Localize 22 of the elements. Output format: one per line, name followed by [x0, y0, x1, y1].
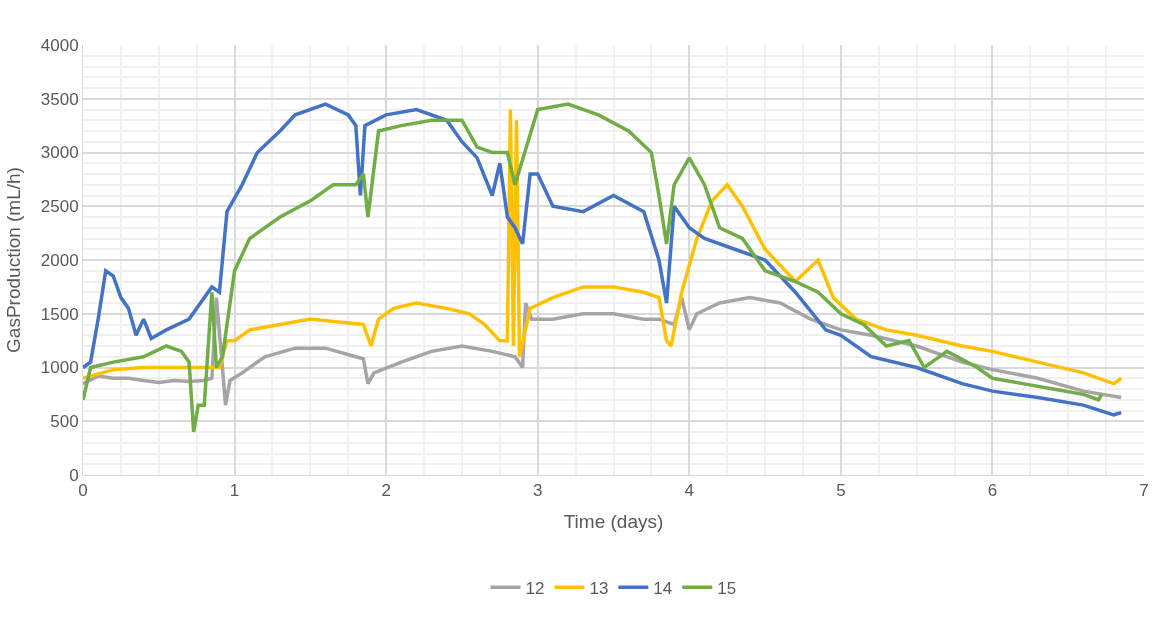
legend-label: 14 — [653, 578, 673, 598]
y-axis-title: GasProduction (mL/h) — [2, 167, 24, 353]
legend-label: 13 — [589, 578, 609, 598]
y-tick-label: 2500 — [40, 197, 79, 217]
x-tick-label: 3 — [532, 481, 543, 501]
y-tick-label: 4000 — [40, 35, 79, 55]
y-tick-label: 0 — [69, 465, 79, 485]
y-tick-label: 3500 — [40, 89, 79, 109]
x-tick-label: 5 — [836, 481, 846, 501]
x-tick-label: 2 — [381, 481, 391, 501]
legend-label: 12 — [525, 578, 545, 598]
x-tick-label: 6 — [987, 481, 998, 501]
x-tick-label: 1 — [229, 481, 240, 501]
y-tick-label: 1500 — [40, 304, 79, 324]
y-tick-label: 2000 — [40, 250, 79, 270]
x-tick-label: 4 — [684, 481, 695, 501]
legend-label: 15 — [717, 578, 737, 598]
y-tick-label: 1000 — [40, 358, 79, 378]
x-tick-label: 7 — [1139, 481, 1149, 501]
y-tick-label: 3000 — [40, 143, 79, 163]
x-axis-title: Time (days) — [563, 511, 664, 533]
y-tick-label: 500 — [50, 412, 79, 432]
